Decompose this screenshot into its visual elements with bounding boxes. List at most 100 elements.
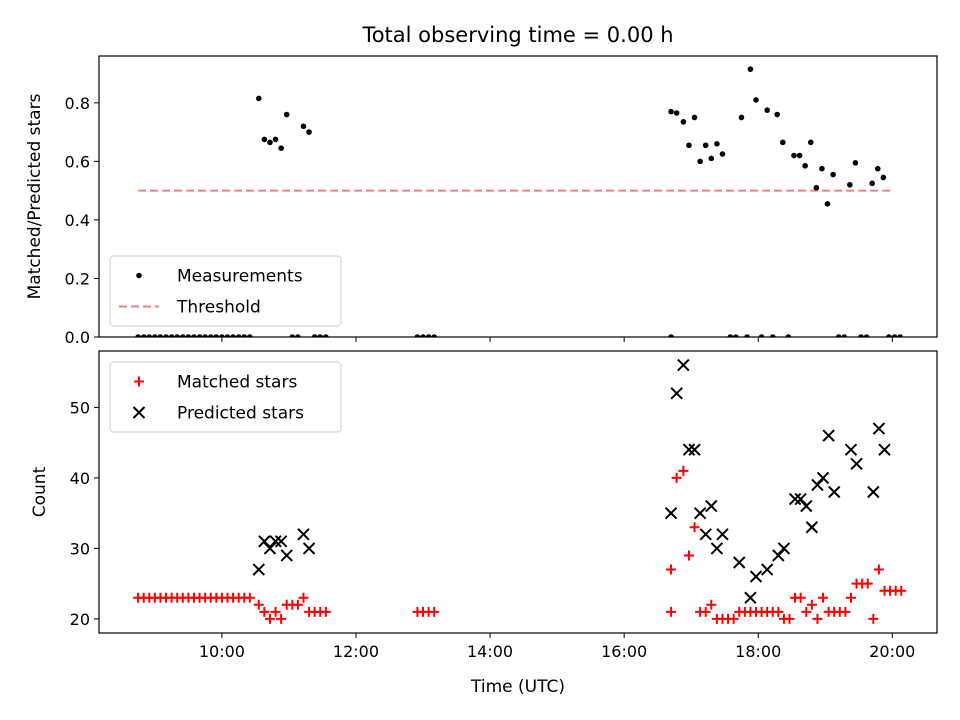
predicted-stars-point	[794, 492, 807, 506]
matched-stars-point	[689, 522, 700, 533]
predicted-stars-point	[744, 591, 757, 604]
matched-stars-point	[244, 592, 255, 603]
measurement-point	[224, 334, 231, 337]
measurement-point	[680, 119, 687, 125]
matched-stars-point	[773, 606, 784, 617]
measurement-point	[764, 107, 770, 113]
measurement-point	[697, 158, 703, 165]
measurement-point	[830, 171, 836, 178]
measurement-point	[174, 334, 181, 337]
measurement-point	[306, 129, 312, 135]
axes-frame	[98, 350, 938, 634]
measurement-point	[758, 334, 765, 337]
predicted-stars-point	[872, 422, 886, 435]
matched-stars-point	[700, 606, 711, 617]
measurement-point	[753, 97, 759, 103]
predicted-stars-point	[827, 485, 841, 499]
measurement-point	[874, 165, 881, 172]
legend-label: Matched stars	[177, 373, 297, 393]
predicted-stars-point	[258, 535, 271, 548]
matched-stars-point	[276, 613, 287, 624]
measurement-point	[431, 334, 437, 337]
predicted-stars-point	[816, 471, 830, 485]
y-tick-label: 0.4	[65, 211, 90, 230]
matched-stars-point	[801, 606, 812, 617]
matched-stars-point	[292, 599, 303, 610]
measurement-point	[886, 334, 892, 337]
measurement-point	[841, 334, 848, 337]
predicted-stars-point	[850, 457, 863, 471]
predicted-stars-point	[263, 542, 277, 555]
measurement-point	[686, 142, 692, 149]
measurement-point	[774, 111, 781, 118]
predicted-stars-point	[688, 443, 701, 456]
predicted-stars-point	[811, 478, 824, 492]
measurement-point	[880, 174, 887, 181]
predicted-stars-point	[805, 521, 819, 534]
predicted-stars-point	[693, 506, 707, 520]
legend-marker	[136, 272, 142, 279]
predicted-stars-point	[800, 499, 813, 513]
measurement-point	[146, 334, 153, 337]
matched-stars-point	[862, 578, 873, 589]
chart-title: Total observing time = 0.00 h	[361, 23, 673, 47]
measurement-point	[869, 180, 875, 187]
legend-label: Measurements	[177, 267, 303, 287]
measurement-point	[207, 334, 214, 337]
predicted-stars-point	[705, 499, 718, 513]
y-tick-label: 20	[70, 610, 90, 629]
predicted-stars-point	[760, 563, 774, 576]
measurement-point	[708, 155, 715, 162]
matched-stars-point	[429, 606, 440, 617]
measurement-point	[191, 334, 197, 337]
predicted-stars-point	[302, 542, 316, 555]
matched-stars-point	[873, 564, 884, 575]
measurement-point	[202, 334, 208, 337]
x-tick-label: 20:00	[869, 642, 915, 661]
matched-stars-point	[896, 585, 907, 596]
predicted-stars-point	[772, 549, 785, 562]
measurement-point	[769, 334, 776, 337]
measurement-point	[802, 162, 808, 169]
matched-stars-point	[795, 592, 806, 603]
measurement-point	[213, 334, 220, 337]
predicted-stars-point	[710, 542, 724, 555]
measurement-point	[791, 152, 797, 159]
predicted-stars-point	[297, 528, 310, 541]
measurement-point	[295, 334, 301, 337]
measurement-point	[283, 111, 290, 118]
measurement-point	[135, 334, 141, 337]
x-axis-label: Time (UTC)	[470, 677, 565, 697]
legend: Measurements Threshold	[109, 255, 342, 327]
predicted-stars-point	[788, 492, 802, 506]
matched-stars-point	[298, 592, 309, 603]
axes-frame	[98, 55, 938, 338]
measurement-point	[796, 152, 803, 159]
predicted-stars-point	[269, 535, 282, 548]
measurement-point	[835, 334, 842, 337]
measurement-point	[691, 114, 698, 121]
matched-stars-point	[728, 613, 739, 624]
measurement-point	[785, 334, 792, 337]
measurement-point	[219, 334, 225, 337]
matched-stars-point	[678, 465, 689, 476]
measurement-point	[673, 110, 680, 116]
measurement-point	[247, 334, 253, 337]
y-tick-label: 0.8	[65, 94, 90, 113]
measurement-point	[719, 151, 726, 157]
measurement-point	[714, 141, 720, 147]
matched-stars-point	[840, 606, 851, 617]
x-tick-label: 16:00	[601, 642, 647, 661]
measurement-point	[272, 136, 279, 143]
predicted-stars-point	[844, 443, 858, 456]
matched-stars-point	[270, 606, 281, 617]
predicted-stars-point	[682, 443, 696, 456]
measurement-point	[813, 184, 820, 191]
measurement-point	[140, 334, 147, 337]
x-tick-label: 14:00	[467, 642, 513, 661]
matched-stars-point	[666, 564, 677, 575]
measurement-point	[261, 136, 268, 143]
predicted-stars-point	[733, 556, 746, 569]
measurement-point	[414, 334, 421, 337]
measurement-point	[157, 334, 164, 337]
